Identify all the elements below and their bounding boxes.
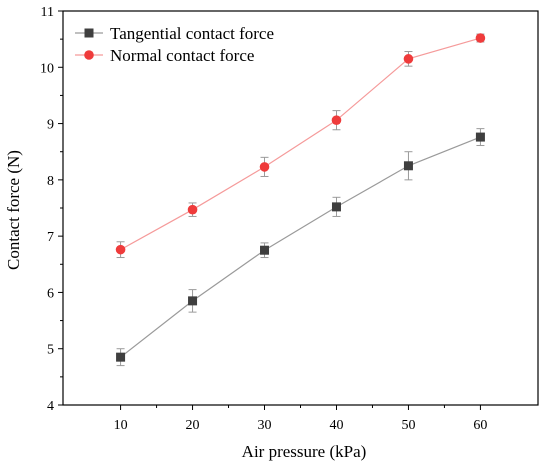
- x-axis: 10 20 30 40 50 60: [114, 405, 487, 433]
- y-tick-label: 6: [47, 286, 54, 301]
- data-point: [188, 296, 198, 306]
- y-tick-label: 5: [47, 343, 54, 358]
- y-tick-label: 7: [47, 230, 54, 245]
- legend-item: Tangential contact force: [75, 24, 274, 43]
- legend-label: Tangential contact force: [110, 24, 274, 43]
- x-tick-label: 40: [329, 418, 343, 433]
- x-tick-label: 10: [114, 418, 128, 433]
- data-point: [187, 204, 198, 215]
- data-point: [259, 162, 270, 172]
- y-axis-label: Contact force (N): [4, 150, 23, 270]
- legend-marker: [84, 50, 94, 60]
- legend: Tangential contact force Normal contact f…: [75, 24, 274, 65]
- series-line: [120, 136, 481, 358]
- y-tick-label: 8: [47, 174, 54, 189]
- series-layer: [115, 33, 486, 367]
- data-point: [403, 161, 413, 171]
- legend-marker: [84, 28, 94, 38]
- y-tick-label: 9: [47, 118, 54, 133]
- y-tick-label: 11: [41, 5, 54, 20]
- data-point: [116, 352, 126, 362]
- data-point: [331, 202, 341, 212]
- series-group: [115, 33, 486, 259]
- series-line: [120, 37, 481, 251]
- x-tick-label: 50: [401, 418, 415, 433]
- y-tick-label: 4: [47, 399, 54, 414]
- x-axis-label: Air pressure (kPa): [242, 442, 367, 461]
- y-tick-label: 10: [40, 61, 54, 76]
- data-point: [475, 33, 486, 43]
- data-point: [260, 245, 270, 255]
- data-point: [475, 132, 485, 142]
- y-axis: 4 5 6 7 8 9 10 11: [40, 5, 63, 414]
- x-tick-label: 20: [186, 418, 200, 433]
- data-point: [115, 244, 126, 255]
- legend-label: Normal contact force: [110, 46, 254, 65]
- series-group: [116, 128, 485, 367]
- data-point: [403, 54, 414, 64]
- data-point: [331, 115, 342, 125]
- x-tick-label: 30: [258, 418, 272, 433]
- legend-item: Normal contact force: [75, 46, 254, 65]
- x-tick-label: 60: [473, 418, 487, 433]
